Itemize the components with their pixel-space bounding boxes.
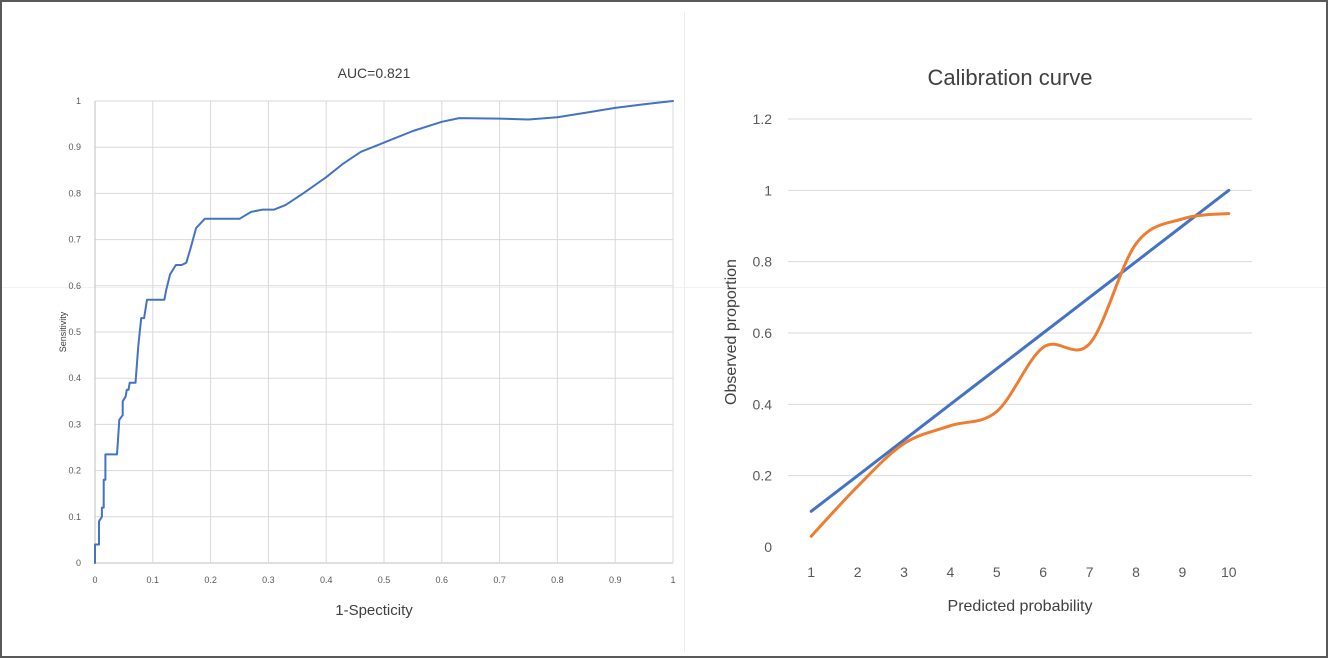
roc-x-tick-label: 0.6 <box>436 575 449 585</box>
cal-x-tick-label: 6 <box>1039 564 1047 580</box>
roc-x-tick-label: 0.2 <box>204 575 217 585</box>
cal-chart-title: Calibration curve <box>927 65 1092 90</box>
roc-y-tick-label: 0.9 <box>68 142 81 152</box>
roc-y-tick-label: 0.2 <box>68 466 81 476</box>
roc-x-tick-label: 0.5 <box>378 575 391 585</box>
roc-y-tick-label: 0.6 <box>68 281 81 291</box>
roc-series <box>94 100 674 564</box>
cal-reference-line <box>809 188 1231 513</box>
cal-observed-line <box>809 212 1231 538</box>
cal-y-tick-label: 0.2 <box>753 468 773 484</box>
cal-x-tick-label: 4 <box>947 564 955 580</box>
roc-grid <box>94 100 674 564</box>
roc-x-tick-label: 0.7 <box>493 575 506 585</box>
roc-x-tick-label: 0 <box>92 575 97 585</box>
cal-y-ticks: 0 0.2 0.4 0.6 0.8 1 1.2 <box>753 111 773 555</box>
roc-y-tick-label: 0.1 <box>68 512 81 522</box>
cal-grid <box>788 118 1252 477</box>
roc-y-tick-label: 0.3 <box>68 419 81 429</box>
cal-x-ticks: 1 2 3 4 5 6 7 8 9 10 <box>807 564 1236 580</box>
cal-x-tick-label: 7 <box>1086 564 1094 580</box>
cal-x-tick-label: 1 <box>807 564 815 580</box>
faint-gridline <box>2 287 1326 288</box>
cal-x-tick-label: 10 <box>1221 564 1237 580</box>
roc-x-tick-label: 0.4 <box>320 575 333 585</box>
cal-y-tick-label: 0.6 <box>753 325 773 341</box>
cal-x-tick-label: 5 <box>993 564 1001 580</box>
cal-y-axis-label: Observed proportion <box>723 259 740 405</box>
roc-x-tick-label: 0.9 <box>609 575 622 585</box>
cal-y-tick-label: 0.8 <box>753 254 773 270</box>
cal-y-tick-label: 0.4 <box>753 396 773 412</box>
roc-x-tick-label: 0.1 <box>147 575 160 585</box>
cal-x-tick-label: 3 <box>900 564 908 580</box>
cal-series <box>809 188 1231 538</box>
roc-y-tick-label: 0.8 <box>68 188 81 198</box>
roc-chart-title: AUC=0.821 <box>338 65 411 81</box>
roc-y-tick-label: 0.4 <box>68 373 81 383</box>
roc-y-axis-label: Sensitivity <box>58 311 68 352</box>
roc-y-tick-label: 0 <box>76 558 81 568</box>
roc-y-tick-label: 0.5 <box>68 327 81 337</box>
cal-x-tick-label: 9 <box>1179 564 1187 580</box>
cal-x-tick-label: 8 <box>1132 564 1140 580</box>
roc-y-tick-label: 0.7 <box>68 235 81 245</box>
cal-y-tick-label: 1 <box>764 182 772 198</box>
cal-x-tick-label: 2 <box>854 564 862 580</box>
calibration-chart: 1 2 3 4 5 6 7 8 9 10 0 0.2 0.4 0.6 0.8 1 1.2 Calibratio… <box>723 65 1252 615</box>
roc-y-tick-label: 1 <box>76 96 81 106</box>
roc-x-axis-label: 1-Specticity <box>335 602 413 619</box>
roc-chart: 0 0.1 0.2 0.3 0.4 0.5 0.6 0.7 0.8 0.9 1 0 0.1 0.2 0.3… <box>58 65 676 619</box>
cal-x-axis-label: Predicted probability <box>948 598 1093 615</box>
cal-y-tick-label: 1.2 <box>753 111 773 127</box>
roc-x-tick-label: 0.3 <box>262 575 275 585</box>
roc-y-ticks: 0 0.1 0.2 0.3 0.4 0.5 0.6 0.7 0.8 0.9 1 <box>68 96 81 568</box>
roc-x-tick-label: 0.8 <box>551 575 564 585</box>
panel-divider <box>684 12 685 652</box>
roc-x-tick-label: 1 <box>670 575 675 585</box>
roc-x-ticks: 0 0.1 0.2 0.3 0.4 0.5 0.6 0.7 0.8 0.9 1 <box>92 575 675 585</box>
roc-curve-line <box>94 100 674 564</box>
cal-y-tick-label: 0 <box>764 539 772 555</box>
